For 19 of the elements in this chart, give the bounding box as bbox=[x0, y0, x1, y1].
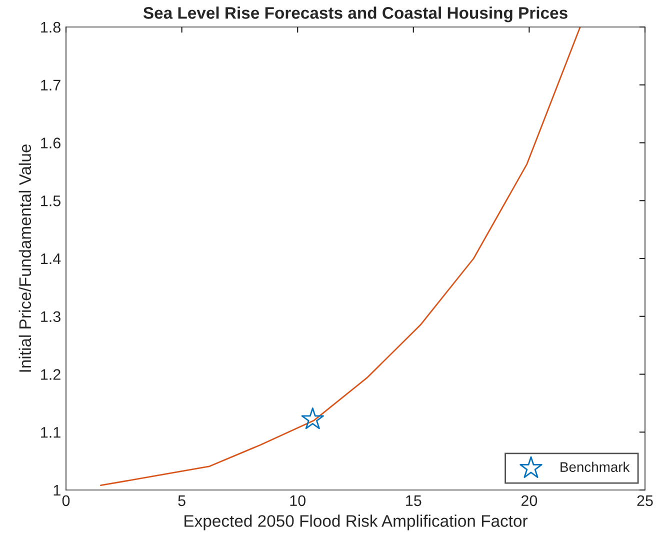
y-tick-label: 1.2 bbox=[41, 369, 60, 380]
legend-label: Benchmark bbox=[560, 462, 630, 472]
x-tick-label: 15 bbox=[406, 495, 422, 506]
chart-title: Sea Level Rise Forecasts and Coastal Housing Prices bbox=[143, 6, 568, 22]
x-tick-label: 5 bbox=[178, 495, 186, 506]
y-tick-label: 1.7 bbox=[41, 80, 60, 90]
y-tick-label: 1.6 bbox=[41, 138, 60, 148]
y-tick-label: 1 bbox=[54, 485, 60, 496]
y-tick-label: 1.4 bbox=[41, 254, 61, 264]
x-tick-label: 25 bbox=[637, 495, 653, 506]
y-tick-label: 1.8 bbox=[41, 22, 60, 33]
x-tick-label: 10 bbox=[290, 495, 306, 506]
x-tick-label: 0 bbox=[62, 495, 70, 506]
y-axis-title: Initial Price/Fundamental Value bbox=[18, 144, 32, 372]
y-tick-label: 1.1 bbox=[41, 427, 60, 438]
x-tick-label: 20 bbox=[521, 495, 538, 506]
x-axis-title: Expected 2050 Flood Risk Amplification Factor bbox=[184, 514, 528, 530]
y-tick-label: 1.3 bbox=[41, 311, 60, 322]
y-tick-label: 1.5 bbox=[41, 196, 60, 206]
